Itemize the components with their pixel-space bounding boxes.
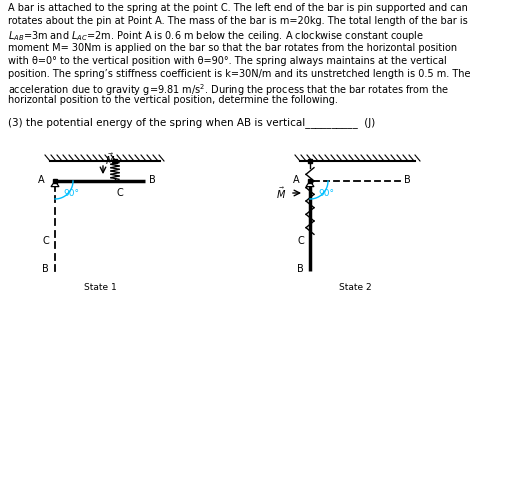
Text: A bar is attached to the spring at the point C. The left end of the bar is pin s: A bar is attached to the spring at the p…	[8, 3, 468, 13]
Text: $\vec{M}$: $\vec{M}$	[105, 152, 115, 167]
Text: State 1: State 1	[83, 283, 117, 292]
Text: B: B	[404, 175, 411, 185]
Text: acceleration due to gravity g=9.81 m/s$^2$. During the process that the bar rota: acceleration due to gravity g=9.81 m/s$^…	[8, 82, 449, 98]
Text: $L_{AB}$=3m and $L_{AC}$=2m. Point A is 0.6 m below the ceiling. A clockwise con: $L_{AB}$=3m and $L_{AC}$=2m. Point A is …	[8, 29, 424, 43]
Text: with θ=0° to the vertical position with θ=90°. The spring always maintains at th: with θ=0° to the vertical position with …	[8, 56, 447, 66]
Text: moment M= 30Nm is applied on the bar so that the bar rotates from the horizontal: moment M= 30Nm is applied on the bar so …	[8, 43, 457, 52]
Text: 90°: 90°	[318, 189, 334, 198]
Text: (3) the potential energy of the spring when AB is vertical__________  (J): (3) the potential energy of the spring w…	[8, 117, 375, 127]
Text: C: C	[117, 188, 124, 198]
Text: A: A	[38, 175, 45, 185]
Text: C: C	[42, 236, 49, 246]
Text: horizontal position to the vertical position, determine the following.: horizontal position to the vertical posi…	[8, 95, 338, 105]
Text: A: A	[293, 175, 300, 185]
Text: B: B	[149, 175, 156, 185]
Text: 90°: 90°	[63, 189, 79, 198]
Text: position. The spring’s stiffness coefficient is k=30N/m and its unstretched leng: position. The spring’s stiffness coeffic…	[8, 69, 470, 79]
Text: B: B	[297, 264, 304, 274]
Polygon shape	[306, 181, 314, 187]
Text: $\vec{M}$: $\vec{M}$	[276, 185, 286, 201]
Text: rotates about the pin at Point A. The mass of the bar is m=20kg. The total lengt: rotates about the pin at Point A. The ma…	[8, 16, 468, 26]
Polygon shape	[51, 181, 59, 187]
Text: B: B	[42, 264, 49, 274]
Text: C: C	[297, 236, 304, 246]
Text: State 2: State 2	[338, 283, 371, 292]
